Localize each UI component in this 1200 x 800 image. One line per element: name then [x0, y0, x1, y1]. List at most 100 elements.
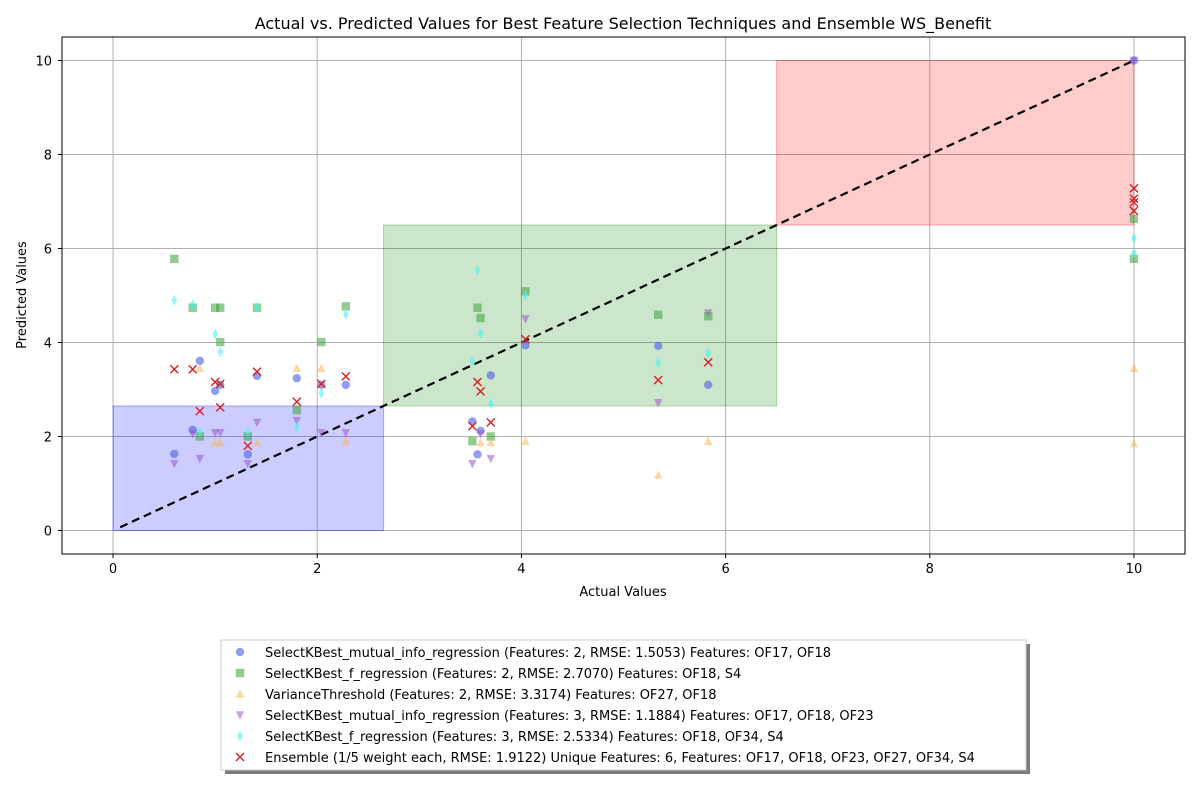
data-point — [486, 454, 495, 464]
data-point — [210, 303, 220, 312]
y-tick-label: 0 — [44, 525, 52, 540]
data-point — [1129, 197, 1139, 207]
data-point — [217, 346, 224, 358]
data-point — [316, 379, 326, 389]
data-point — [1129, 194, 1139, 204]
data-point — [486, 437, 495, 447]
legend-marker — [235, 668, 245, 678]
data-point — [1131, 232, 1137, 244]
data-point — [653, 375, 663, 385]
data-point — [474, 264, 481, 276]
data-point — [169, 364, 179, 374]
legend-entry: SelectKBest_f_regression (Features: 3, R… — [237, 730, 784, 745]
data-point — [654, 470, 663, 479]
data-points — [169, 56, 1139, 479]
legend: SelectKBest_mutual_info_regression (Feat… — [220, 639, 1030, 774]
highlight-regions — [112, 60, 1135, 532]
data-point — [1131, 247, 1137, 259]
data-point — [188, 364, 198, 374]
data-point — [317, 363, 326, 373]
data-point — [254, 301, 260, 313]
data-point — [243, 450, 253, 459]
data-point — [216, 429, 225, 438]
data-point — [1129, 206, 1139, 216]
data-point — [195, 356, 205, 366]
data-point — [170, 460, 179, 469]
legend-marker — [235, 711, 245, 720]
grid — [62, 37, 1185, 554]
data-point — [704, 309, 713, 318]
data-point — [654, 398, 663, 408]
data-point — [317, 429, 326, 438]
data-point — [486, 432, 495, 441]
data-point — [1129, 214, 1139, 224]
series-4 — [170, 56, 1139, 469]
data-point — [654, 341, 663, 350]
data-point — [341, 371, 351, 381]
x-tick-label: 0 — [109, 562, 117, 577]
data-point — [473, 377, 483, 387]
data-point — [188, 429, 197, 439]
data-point — [703, 357, 713, 367]
data-point — [1129, 363, 1139, 373]
data-point — [341, 380, 351, 389]
data-point — [252, 418, 262, 428]
data-point — [252, 371, 262, 381]
data-point — [252, 367, 262, 377]
legend-marker — [235, 752, 245, 762]
legend-label: SelectKBest_mutual_info_regression (Feat… — [265, 709, 874, 724]
legend-entry: VarianceThreshold (Features: 2, RMSE: 3.… — [235, 688, 716, 703]
data-point — [521, 341, 530, 350]
data-point — [521, 436, 530, 445]
data-point — [469, 355, 476, 367]
data-point — [318, 387, 325, 399]
data-point — [245, 426, 251, 438]
legend-marker — [235, 647, 245, 657]
legend-label: SelectKBest_mutual_info_regression (Feat… — [265, 646, 831, 661]
legend-entry: SelectKBest_f_regression (Features: 2, R… — [235, 667, 741, 682]
data-point — [292, 397, 302, 407]
y-tick-label: 4 — [44, 337, 52, 352]
data-point — [341, 436, 351, 445]
data-point — [487, 398, 494, 410]
data-point — [170, 254, 179, 264]
data-point — [522, 290, 529, 301]
data-point — [704, 436, 713, 445]
data-point — [243, 441, 253, 451]
y-tick-label: 6 — [44, 243, 52, 258]
series-3 — [195, 363, 1139, 479]
x-tick-label: 6 — [721, 562, 729, 577]
data-point — [171, 294, 178, 306]
x-axis-label: Actual Values — [579, 585, 667, 600]
data-point — [317, 337, 326, 347]
data-point — [215, 402, 225, 412]
data-point — [170, 449, 179, 459]
series-5 — [171, 232, 1137, 438]
data-point — [1129, 254, 1139, 264]
data-point — [468, 437, 477, 446]
reference-line — [119, 59, 1135, 529]
data-point — [704, 380, 713, 389]
legend-entry: SelectKBest_mutual_info_regression (Feat… — [235, 646, 831, 661]
x-tick-label: 8 — [926, 562, 934, 577]
data-point — [473, 303, 482, 312]
y-axis-ticks: 0 2 4 6 8 10 — [35, 55, 62, 540]
legend-label: Ensemble (1/5 weight each, RMSE: 1.9122)… — [265, 751, 975, 766]
data-point — [210, 377, 220, 387]
data-point — [341, 302, 351, 311]
legend-label: SelectKBest_f_regression (Features: 2, R… — [265, 667, 741, 682]
data-point — [195, 454, 205, 464]
identity-line — [119, 59, 1135, 529]
data-point — [294, 421, 300, 433]
y-axis-label: Predicted Values — [15, 241, 30, 349]
x-axis-ticks: 0 2 4 6 8 10 — [109, 554, 1142, 577]
data-point — [210, 386, 220, 396]
data-point — [486, 371, 495, 380]
data-point — [476, 437, 485, 447]
x-tick-label: 4 — [517, 562, 525, 577]
data-point — [476, 429, 485, 439]
plot-frame — [61, 36, 1186, 555]
data-point — [467, 421, 477, 431]
data-point — [292, 374, 302, 383]
